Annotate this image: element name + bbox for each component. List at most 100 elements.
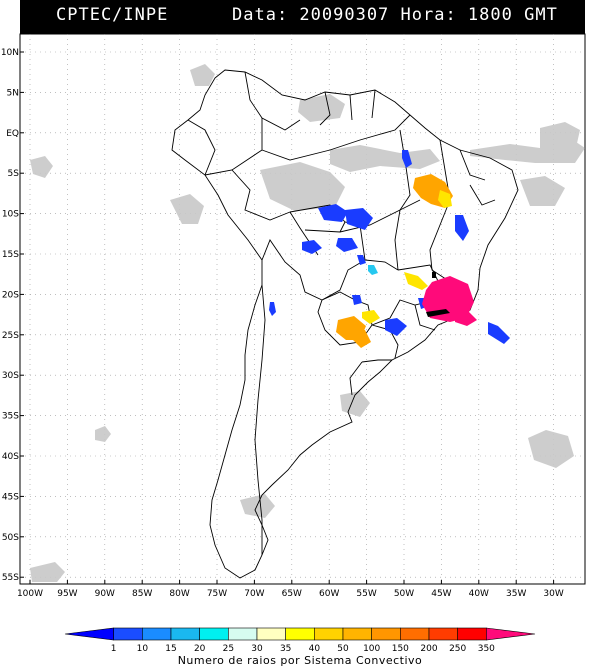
- cloud-s-1: [240, 494, 275, 518]
- cloud-equator: [30, 156, 53, 178]
- cloud-s-2: [340, 391, 370, 417]
- border-guianas: [349, 89, 376, 121]
- legend-tick-label: 15: [165, 644, 176, 654]
- border-venezuela-guyana: [319, 91, 331, 126]
- brazil-states-1: [304, 199, 421, 233]
- lat-label: 50S: [2, 533, 19, 543]
- legend-swatch: [199, 627, 229, 641]
- border-brazil-north: [261, 114, 411, 161]
- color-legend: 1 10 15 20 25 30 35 40 50 100 150 200 250 350: [64, 627, 536, 654]
- border-colombia-peru: [204, 118, 263, 176]
- lat-label: 45S: [2, 492, 19, 502]
- storm-yellow-2: [362, 310, 380, 324]
- legend-tick-label: 250: [449, 644, 466, 654]
- legend-swatch: [170, 627, 200, 641]
- legend-swatch: [428, 627, 458, 641]
- lon-label: 45W: [431, 589, 451, 599]
- cloud-ne-3: [540, 122, 580, 158]
- legend-tick-label: 40: [309, 644, 321, 654]
- legend-swatch: [371, 627, 401, 641]
- cloud-west: [170, 194, 204, 224]
- lat-label: 5N: [7, 88, 19, 98]
- legend-swatch-start: [64, 627, 114, 641]
- storm-yellow-3: [438, 190, 452, 208]
- lon-label: 90W: [95, 589, 115, 599]
- storm-blue-2: [345, 208, 373, 230]
- legend-swatch-end: [486, 627, 536, 641]
- map-frame: [19, 33, 586, 585]
- border-peru-brazil: [231, 169, 319, 256]
- source-label: CPTEC/INPE: [56, 5, 169, 25]
- lon-label: 100W: [17, 589, 43, 599]
- south-america-coastline: [171, 69, 519, 579]
- lon-label: 50W: [394, 589, 414, 599]
- latitude-labels: 10N 5N EQ 5S 10S 15S 20S 25S 30S 35S 40S 45S 50S 55S: [1, 48, 19, 583]
- legend-swatch: [400, 627, 430, 641]
- legend-swatch: [113, 627, 143, 641]
- lon-label: 95W: [57, 589, 77, 599]
- cloud-pac: [95, 426, 111, 442]
- lat-label: 35S: [2, 412, 19, 422]
- lat-label: 30S: [2, 371, 19, 381]
- legend-tick-label: 25: [223, 644, 234, 654]
- storm-blue-4: [302, 240, 322, 254]
- storm-magenta-1: [422, 276, 474, 322]
- lon-label: 65W: [282, 589, 302, 599]
- graticule: [20, 34, 585, 584]
- storm-yellow-1: [404, 272, 428, 290]
- legend-swatch: [314, 627, 344, 641]
- legend-swatch: [457, 627, 487, 641]
- lon-label: 60W: [319, 589, 339, 599]
- legend-swatch: [256, 627, 286, 641]
- storm-orange-3: [353, 330, 371, 348]
- storm-black-1: [426, 309, 450, 317]
- legend-caption: Numero de raios por Sistema Convectivo: [177, 654, 423, 667]
- cloud-n: [298, 94, 345, 122]
- lon-label: 70W: [244, 589, 264, 599]
- brazil-states-5: [339, 221, 399, 271]
- legend-tick-label: 200: [420, 644, 437, 654]
- storm-blue-3: [336, 238, 358, 252]
- storm-blue-7: [385, 318, 407, 336]
- lat-label: EQ: [6, 129, 19, 139]
- cloud-ne-1: [330, 145, 440, 172]
- storm-cyan-1: [368, 265, 378, 275]
- lat-label: 15S: [2, 250, 19, 260]
- legend-swatch: [142, 627, 172, 641]
- legend-tick-label: 1: [111, 644, 117, 654]
- legend-tick-label: 30: [251, 644, 263, 654]
- border-argentina-brazil: [371, 324, 399, 359]
- cloud-nw: [190, 64, 215, 86]
- lat-label: 5S: [8, 169, 20, 179]
- legend-tick-label: 20: [194, 644, 206, 654]
- legend-tick-label: 150: [392, 644, 409, 654]
- cloud-atl-1: [520, 176, 565, 206]
- legend-tick-label: 50: [337, 644, 349, 654]
- lon-label: 40W: [469, 589, 489, 599]
- storm-blue-9: [269, 302, 276, 316]
- cloud-atl-2: [528, 430, 574, 468]
- lat-label: 10S: [2, 210, 19, 220]
- border-chile-argentina: [254, 284, 266, 555]
- border-ecuador: [187, 119, 216, 176]
- lon-label: 85W: [132, 589, 152, 599]
- legend-swatch: [285, 627, 315, 641]
- lat-label: 10N: [1, 48, 19, 58]
- lat-label: 25S: [2, 331, 19, 341]
- lon-label: 30W: [543, 589, 563, 599]
- date-time-label: Data: 20090307 Hora: 1800 GMT: [232, 5, 558, 25]
- legend-swatch: [228, 627, 258, 641]
- storm-blue-5: [402, 150, 412, 168]
- lon-label: 35W: [506, 589, 526, 599]
- lon-label: 55W: [356, 589, 376, 599]
- cloud-amazon: [260, 162, 345, 211]
- lon-label: 75W: [207, 589, 227, 599]
- lon-label: 80W: [169, 589, 189, 599]
- lat-label: 40S: [2, 452, 19, 462]
- title-bar: CPTEC/INPE Data: 20090307 Hora: 1800 GMT: [20, 0, 585, 34]
- legend-tick-label: 100: [363, 644, 380, 654]
- storm-black-2: [432, 272, 436, 278]
- storm-blue-1: [318, 204, 348, 222]
- storm-blue-8: [488, 322, 510, 344]
